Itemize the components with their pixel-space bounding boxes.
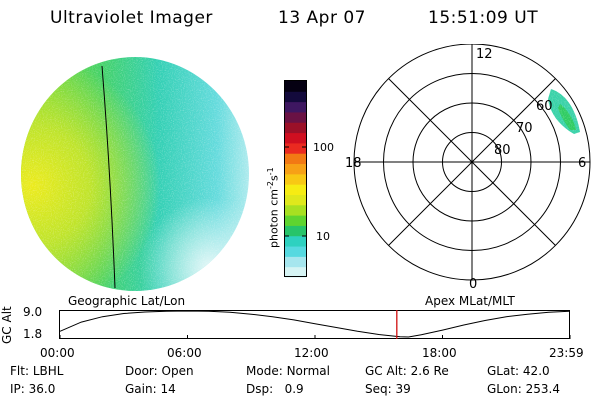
colorbar-cell [285,225,306,237]
altitude-timeline-plot [59,310,571,339]
footer-mode: Mode: Normal [246,364,330,378]
altitude-ytick-1-8: 1.8 [23,327,43,341]
altitude-ytick-9: 9.0 [23,305,43,319]
footer-flt: Flt: LBHL [10,364,64,378]
mlat-label-80: 80 [494,143,511,158]
altitude-ylabel: GC Alt [0,306,14,344]
instrument-title: Ultraviolet Imager [50,8,213,28]
footer-gc-alt: GC Alt: 2.6 Re [365,364,449,378]
mlat-label-70: 70 [516,121,533,136]
colorbar-cell [285,142,306,154]
footer-ip: IP: 36.0 [10,382,56,396]
colorbar-cell [285,91,306,103]
image-date: 13 Apr 07 [278,8,366,28]
colorbar-cell [285,153,306,165]
colorbar-cell [285,204,306,216]
colorbar-cell [285,246,306,257]
mlt-label-18: 18 [345,156,362,171]
geographic-meridian-line [101,65,116,289]
xtick-2359: 23:59 [549,346,584,360]
colorbar-cell [285,194,306,206]
footer-seq: Seq: 39 [365,382,411,396]
colorbar-cell [285,111,306,123]
colorbar [284,80,307,278]
polar-mlat-mlt-plot: 12 6 0 18 60 70 80 [345,44,591,292]
footer-dsp: Dsp: 0.9 [246,382,304,396]
footer-glat: GLat: 42.0 [487,364,550,378]
colorbar-cell [285,81,306,92]
colorbar-cell [285,101,306,113]
mlt-label-0: 0 [469,277,477,292]
image-time: 15:51:09 UT [428,8,539,28]
mlt-label-6: 6 [578,156,586,171]
colorbar-cell [285,132,306,144]
xtick-1200: 12:00 [294,346,329,360]
colorbar-cell [285,184,306,195]
colorbar-cell [285,215,306,226]
mlt-label-12: 12 [476,47,493,62]
colorbar-cell [285,122,306,134]
xtick-0600: 06:00 [167,346,202,360]
colorbar-cell [285,163,306,175]
xtick-1800: 18:00 [422,346,457,360]
colorbar-cell [285,266,306,278]
colorbar-cell [285,235,306,247]
mlat-label-60: 60 [536,99,553,114]
colorbar-cell [285,256,306,268]
left-panel-label: Geographic Lat/Lon [68,294,186,308]
footer-gain: Gain: 14 [125,382,176,396]
colorbar-tick-10: 10 [316,230,330,243]
footer-door: Door: Open [125,364,194,378]
colorbar-tick-100: 100 [313,141,334,154]
right-panel-label: Apex MLat/MLT [425,294,515,308]
colorbar-unit-label: photon cm-2s-1 [266,167,281,248]
footer-glon: GLon: 253.4 [487,382,560,396]
altitude-curve [59,310,570,338]
uv-image-geographic [21,57,249,291]
colorbar-cell [285,173,306,185]
xtick-0000: 00:00 [40,346,75,360]
